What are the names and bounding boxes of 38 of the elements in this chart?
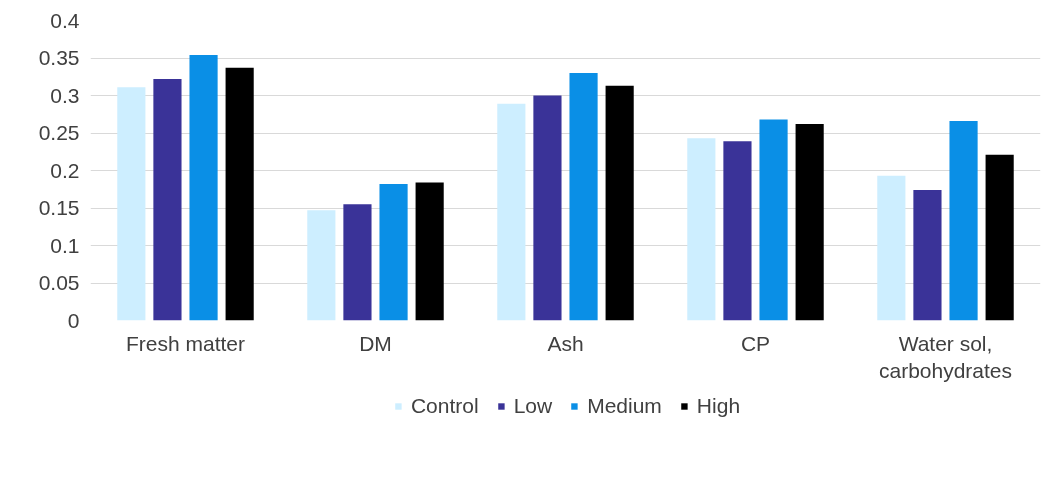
y-tick-label: 0.15 — [38, 196, 80, 219]
legend-label: Control — [410, 394, 479, 418]
bar — [379, 184, 408, 321]
y-tick-label: 0.2 — [50, 158, 80, 182]
legend-label: High — [696, 394, 741, 418]
x-tick-label: Water sol, carbohydrates — [878, 331, 1013, 383]
y-tick-label: 0 — [67, 308, 80, 332]
x-tick-label: Fresh matter — [125, 331, 246, 355]
bar — [877, 175, 906, 321]
y-tick-label: 0.35 — [38, 46, 80, 69]
bar — [153, 79, 182, 321]
y-tick-label: 0.05 — [38, 271, 80, 294]
bar — [605, 85, 634, 321]
bar — [913, 190, 942, 321]
bar — [307, 210, 336, 321]
bar — [687, 138, 716, 321]
legend-label: Low — [513, 394, 553, 418]
x-tick-label: Ash — [547, 331, 584, 355]
bar — [117, 87, 146, 321]
bar — [415, 182, 444, 321]
bar — [343, 204, 372, 321]
y-tick-label: 0.4 — [50, 8, 80, 32]
bar — [225, 67, 254, 321]
bar — [723, 141, 752, 321]
bar — [949, 121, 978, 321]
y-tick-label: 0.3 — [50, 83, 80, 107]
legend-label: Medium — [587, 394, 662, 418]
bar — [189, 55, 218, 321]
y-tick-label: 0.1 — [50, 233, 80, 257]
bar — [795, 124, 824, 321]
bar — [533, 95, 562, 321]
y-tick-label: 0.25 — [38, 121, 80, 144]
bar — [985, 154, 1014, 321]
bar — [497, 103, 526, 321]
x-tick-label: DM — [359, 331, 392, 355]
bar — [569, 73, 598, 321]
bar — [759, 119, 788, 321]
x-tick-label: CP — [740, 331, 771, 355]
